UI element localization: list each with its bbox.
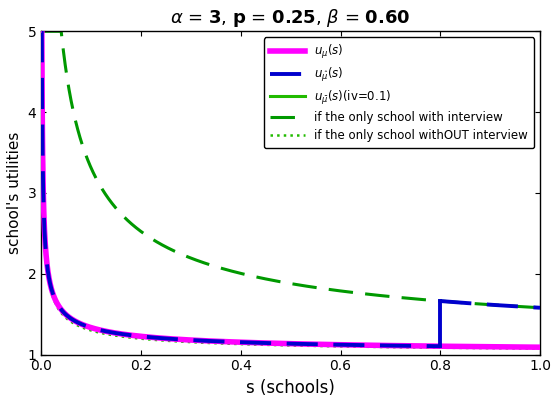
- Title: $\alpha$ = $\mathbf{3}$, $\mathbf{p}$ = $\mathbf{0.25}$, $\beta$ = $\mathbf{0.60: $\alpha$ = $\mathbf{3}$, $\mathbf{p}$ = …: [170, 7, 411, 29]
- Legend: $u_{\mu}(s)$, $u_{\hat{\mu}}(s)$, $u_{\bar{\mu}}(s)$(iv=0.1), if the only school: $u_{\mu}(s)$, $u_{\hat{\mu}}(s)$, $u_{\b…: [264, 37, 534, 148]
- Y-axis label: school's utilities: school's utilities: [7, 132, 22, 254]
- X-axis label: s (schools): s (schools): [246, 379, 335, 397]
